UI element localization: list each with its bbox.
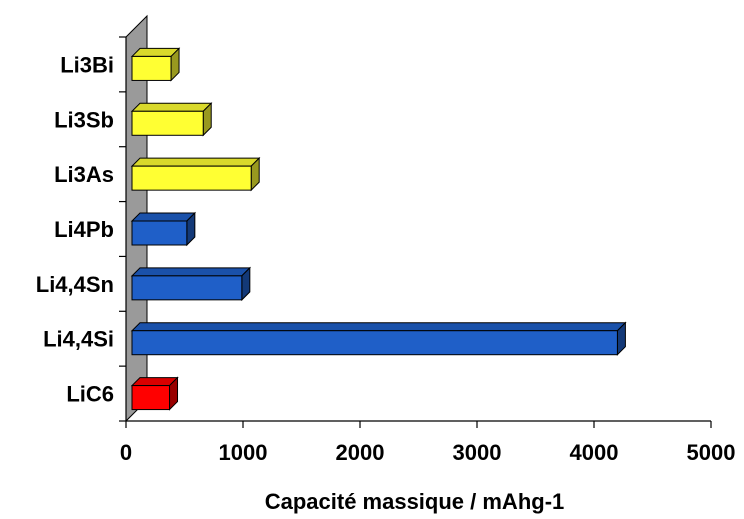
- bar-front-face: [131, 385, 171, 411]
- bar-front-face: [131, 220, 188, 246]
- bar-front-face: [131, 165, 252, 191]
- chart-axes: [119, 36, 711, 422]
- bar: [130, 376, 179, 411]
- bar-front-face: [131, 275, 243, 301]
- bar-top-face: [130, 157, 261, 167]
- x-tick-label: 3000: [453, 440, 502, 465]
- bar-front-face: [131, 110, 204, 136]
- bar: [130, 102, 213, 137]
- bar: [130, 266, 252, 302]
- category-label: Li3Bi: [60, 52, 114, 77]
- bar-front-face: [131, 330, 618, 356]
- x-tick-label: 5000: [687, 440, 736, 465]
- x-tick-label: 1000: [219, 440, 268, 465]
- bar-top-face: [130, 102, 213, 112]
- x-tick-label: 2000: [336, 440, 385, 465]
- category-label: LiC6: [66, 382, 114, 407]
- bar-top-face: [130, 322, 627, 332]
- chart-bars: [130, 47, 627, 411]
- category-label: Li3As: [54, 162, 114, 187]
- x-axis-title: Capacité massique / mAhg-1: [265, 489, 565, 514]
- bar-front-face: [131, 55, 172, 81]
- bar: [130, 321, 627, 356]
- category-label: Li3Sb: [54, 107, 114, 132]
- bar-top-face: [130, 212, 197, 222]
- bar: [130, 47, 181, 82]
- x-axis-ticks: 0 1000 2000 3000 4000 5000: [120, 421, 736, 465]
- category-label: Li4,4Si: [43, 327, 114, 352]
- category-label: Li4,4Sn: [36, 272, 114, 297]
- y-axis-categories: Li3Bi Li3Sb Li3As Li4Pb Li4,4Sn Li4,4Si LiC6: [36, 52, 114, 406]
- category-label: Li4Pb: [54, 217, 114, 242]
- bar-top-face: [130, 267, 252, 277]
- bar: [130, 211, 197, 247]
- x-tick-label: 0: [120, 440, 132, 465]
- bar: [130, 156, 261, 192]
- x-tick-label: 4000: [570, 440, 619, 465]
